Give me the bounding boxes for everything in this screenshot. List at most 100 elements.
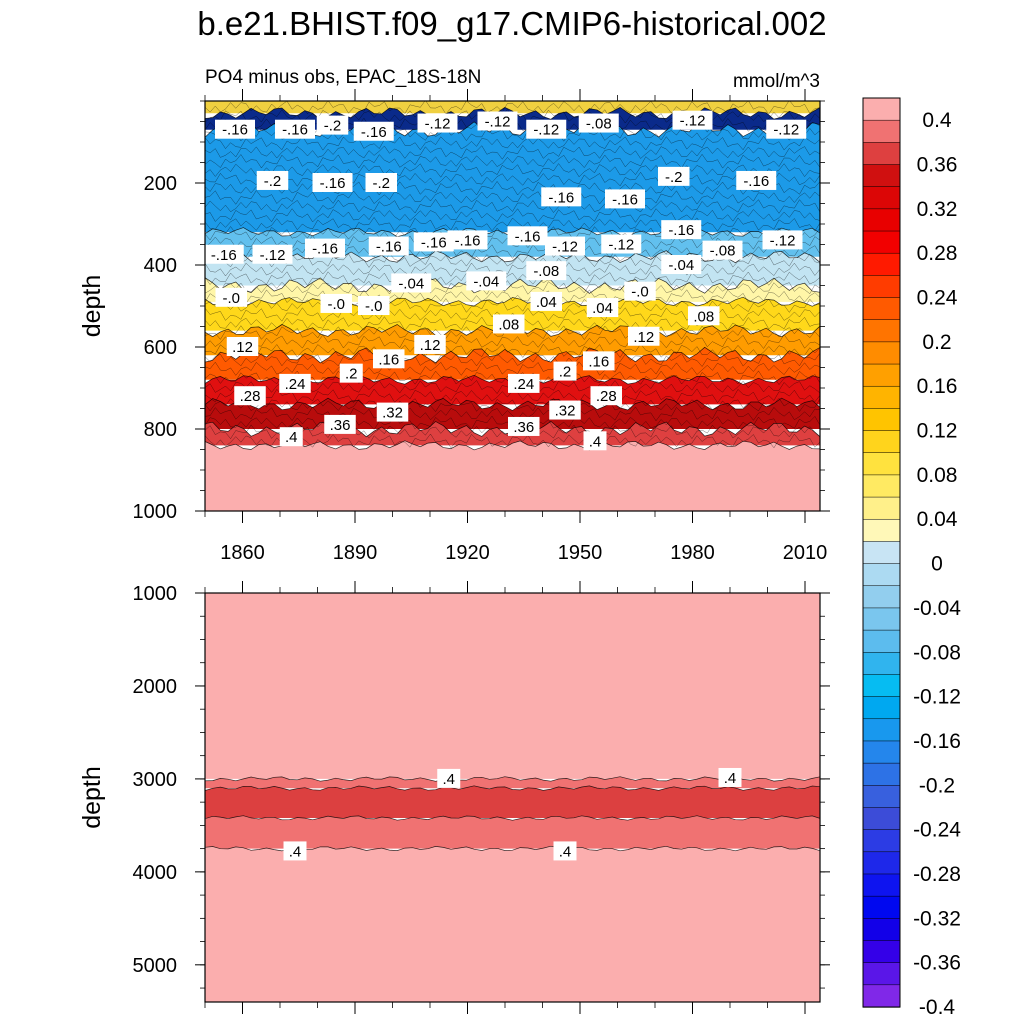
contour-label: -.08 xyxy=(578,113,619,133)
contour-line xyxy=(205,346,820,364)
contour-label-box xyxy=(553,361,577,381)
y-tick-label: 3000 xyxy=(133,769,178,791)
contour-label-box xyxy=(508,416,540,436)
contour-label: -.2 xyxy=(256,170,289,190)
contour-label-box xyxy=(526,119,567,139)
contour-label-box xyxy=(279,427,303,447)
contour-label: -.12 xyxy=(766,119,807,139)
contour-label: -.16 xyxy=(305,238,345,258)
colorbar-swatch xyxy=(862,807,901,831)
contour-line xyxy=(205,106,820,121)
contour-band xyxy=(205,101,820,114)
colorbar-swatch xyxy=(862,275,901,299)
contour-label-text: -.16 xyxy=(320,175,346,192)
contour-line xyxy=(205,277,820,294)
contour-label-box xyxy=(658,166,690,186)
contour-label-text: -.12 xyxy=(533,122,559,139)
contour-label: -.08 xyxy=(526,261,567,281)
contour-label-box xyxy=(391,273,432,293)
plot-frame xyxy=(204,592,821,1003)
contour-label: -.16 xyxy=(205,244,244,264)
contour-line xyxy=(205,216,820,232)
contour-line xyxy=(205,397,820,413)
colorbar-label: 0.08 xyxy=(917,464,958,487)
colorbar-label: 0.2 xyxy=(922,331,951,354)
colorbar-swatch xyxy=(862,607,901,631)
contour-label-box xyxy=(339,363,363,383)
contour-band xyxy=(205,121,820,233)
contour-label: -.0 xyxy=(624,281,656,301)
contour-label-box xyxy=(283,841,307,861)
contour-label: .04 xyxy=(586,298,619,318)
contour-line xyxy=(205,180,820,196)
contour-label-box xyxy=(373,349,405,369)
contour-label-text: -.04 xyxy=(398,275,424,292)
contour-label-text: .4 xyxy=(289,843,302,860)
colorbar-swatch xyxy=(862,119,901,143)
contour-line xyxy=(205,101,820,115)
contour-label-text: -.2 xyxy=(372,175,390,192)
y-tick-label: 200 xyxy=(144,173,177,195)
contour-label: .4 xyxy=(718,767,742,787)
contour-label-box xyxy=(586,298,619,318)
colorbar-swatch xyxy=(862,563,901,587)
colorbar-label: -0.08 xyxy=(913,641,961,664)
colorbar-swatch xyxy=(862,319,901,343)
colorbar-label: -0.4 xyxy=(919,996,956,1019)
x-tick-label: 1860 xyxy=(220,542,265,564)
contour-label-box xyxy=(702,240,743,260)
contour-label: -.12 xyxy=(545,236,585,256)
y-tick-label: 5000 xyxy=(133,955,178,977)
contour-label-box xyxy=(312,173,353,192)
contour-line xyxy=(205,845,820,852)
colorbar-swatch xyxy=(862,230,901,254)
contour-label-box xyxy=(365,173,397,192)
contour-label: .4 xyxy=(583,431,607,451)
contour-label-text: -.04 xyxy=(668,257,694,274)
contour-label-box xyxy=(305,238,345,258)
chart-subtitle: PO4 minus obs, EPAC_18S-18N xyxy=(205,67,481,88)
contour-label: .36 xyxy=(324,414,356,434)
colorbar-swatch xyxy=(862,962,901,986)
contour-line xyxy=(205,280,820,295)
colorbar-swatch xyxy=(862,452,901,476)
contour-label-box xyxy=(624,281,656,301)
x-tick-label: 1980 xyxy=(670,542,715,564)
colorbar-swatch xyxy=(862,474,901,498)
contour-label-text: -.08 xyxy=(533,263,559,280)
contour-label-box xyxy=(672,110,713,130)
colorbar-swatch xyxy=(862,829,901,853)
colorbar-label: 0 xyxy=(931,553,943,576)
contour-label: -.16 xyxy=(312,173,353,192)
contour-label-box xyxy=(661,255,702,274)
contour-label: .16 xyxy=(583,351,615,371)
contour-label: .32 xyxy=(376,402,409,422)
lower-panel: .4 .4 .4 .4 1000 2000 3000 4000 5000 depth xyxy=(78,581,830,1014)
colorbar-label: -0.04 xyxy=(913,597,961,620)
contour-label-box xyxy=(234,386,266,406)
contour-label: -.12 xyxy=(417,113,458,133)
contour-label-text: .08 xyxy=(693,308,714,325)
contour-label: -.2 xyxy=(658,166,690,186)
colorbar-label: -0.28 xyxy=(913,863,961,886)
contour-line xyxy=(205,208,820,223)
contour-label-box xyxy=(718,767,742,787)
colorbar-label: -0.16 xyxy=(913,730,961,753)
contour-line xyxy=(205,262,820,277)
contour-label-box xyxy=(583,351,615,371)
contour-label: .36 xyxy=(508,416,540,436)
contour-label: -.16 xyxy=(605,189,645,209)
contour-label: .2 xyxy=(339,363,363,383)
colorbar-swatch xyxy=(862,895,901,919)
colorbar-swatch xyxy=(862,873,901,897)
colorbar-swatch xyxy=(862,696,901,720)
contour-label: .08 xyxy=(688,306,720,326)
contour-label-text: .4 xyxy=(589,433,602,450)
colorbar-label: 0.28 xyxy=(917,242,958,265)
contour-label-text: -.2 xyxy=(665,169,683,186)
x-tick-label: 1890 xyxy=(333,542,378,564)
colorbar-swatch xyxy=(862,164,901,188)
contour-label: -.16 xyxy=(507,226,548,246)
contour-label-box xyxy=(507,226,548,246)
